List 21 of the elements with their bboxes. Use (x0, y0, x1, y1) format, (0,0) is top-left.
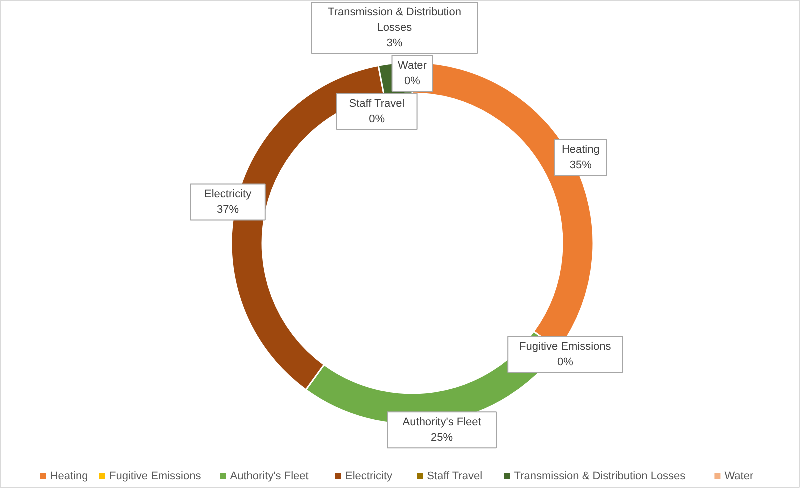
category-label: Water (398, 60, 427, 72)
legend-label: Electricity (346, 470, 394, 482)
category-label: Fugitive Emissions (520, 340, 612, 353)
data-label: 3% (386, 38, 403, 50)
legend-label: Transmission & Distribution Losses (514, 470, 686, 482)
category-label: Staff Travel (349, 98, 405, 110)
legend-label: Water (724, 470, 754, 482)
data-label: 37% (217, 204, 240, 216)
text: 0% (557, 356, 574, 368)
slice-label: Heating (562, 144, 600, 156)
text: 0% (404, 75, 420, 88)
text: 0% (369, 113, 386, 126)
slice-label: Transmission & Distribution Losses (328, 6, 462, 34)
legend-label: Authority's Fleet (230, 470, 309, 482)
slice-label: Authority's Fleet (402, 416, 482, 428)
data-label: 25% (431, 432, 454, 444)
legend-label: Heating (50, 470, 88, 482)
legend-label: Staff Travel (427, 470, 483, 482)
legend-label: Fugitive Emissions (110, 470, 202, 482)
slice-label: Electricity (204, 188, 252, 200)
data-label: 35% (570, 159, 592, 172)
